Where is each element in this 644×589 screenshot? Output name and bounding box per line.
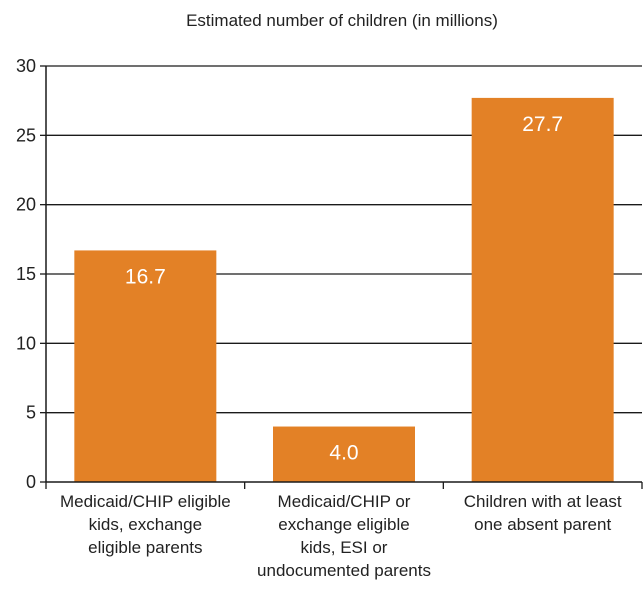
bar-value-label: 16.7 (125, 265, 166, 288)
chart-title: Estimated number of children (in million… (186, 11, 498, 30)
x-tick-label-line: eligible parents (88, 538, 202, 557)
x-axis-labels: Medicaid/CHIP eligible kids, exchange elig… (60, 492, 622, 580)
x-tick-label: Children with at least one absent parent (464, 492, 622, 534)
x-tick-label-line: Medicaid/CHIP or (278, 492, 411, 511)
x-tick-label-line: Medicaid/CHIP eligible (60, 492, 231, 511)
x-tick-label-line: kids, ESI or (301, 538, 388, 557)
x-tick-label-line: undocumented parents (257, 561, 431, 580)
y-tick-label: 15 (16, 264, 36, 284)
y-tick-label: 0 (26, 472, 36, 492)
bar (273, 426, 415, 482)
y-tick-label: 5 (26, 403, 36, 423)
x-tick-label-line: Children with at least (464, 492, 622, 511)
bars: 16.7 4.0 27.7 (74, 97, 614, 482)
y-tick-label: 25 (16, 125, 36, 145)
bar (471, 97, 614, 482)
y-tick-label: 30 (16, 56, 36, 76)
y-axis-ticks: 0 5 10 15 20 25 30 (16, 56, 46, 492)
bar (74, 250, 217, 482)
bar-value-label: 4.0 (329, 442, 358, 465)
x-tick-label-line: one absent parent (474, 515, 611, 534)
x-tick-label: Medicaid/CHIP eligible kids, exchange elig… (60, 492, 231, 557)
y-tick-label: 10 (16, 333, 36, 353)
bar-value-label: 27.7 (522, 113, 563, 136)
x-tick-label-line: exchange eligible (278, 515, 409, 534)
y-tick-label: 20 (16, 195, 36, 215)
x-tick-label-line: kids, exchange (89, 515, 202, 534)
x-tick-label: Medicaid/CHIP or exchange eligible kids, E… (257, 492, 431, 580)
